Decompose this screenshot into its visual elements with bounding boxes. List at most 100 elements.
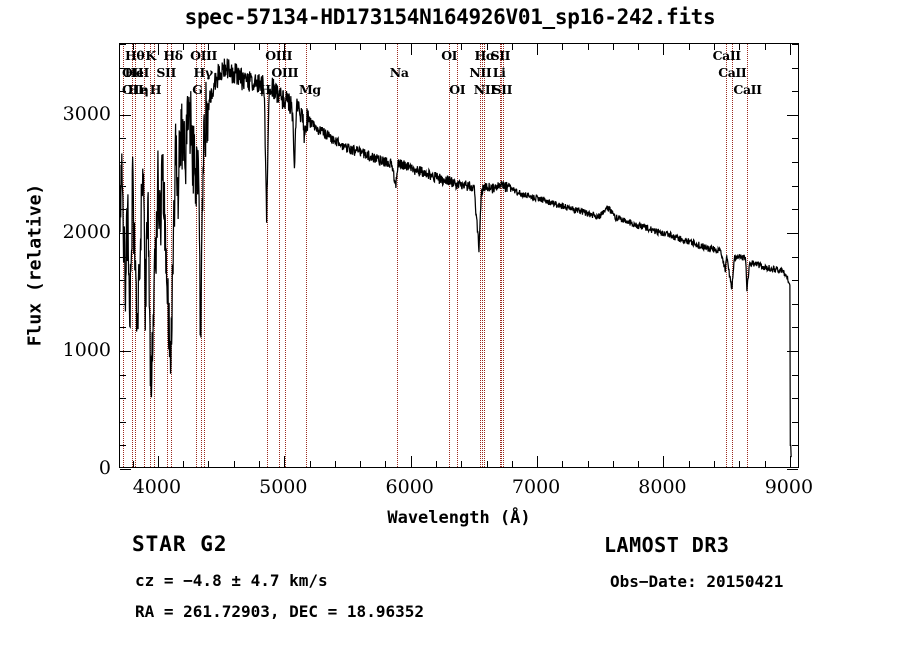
spectral-line-label: Hδ — [163, 48, 183, 63]
x-tick — [284, 44, 286, 55]
y-tick — [792, 138, 798, 140]
spectral-line-label: OII — [122, 65, 144, 80]
spectral-line-label: NII — [473, 82, 496, 97]
x-axis-title: Wavelength (Å) — [387, 508, 531, 528]
y-axis-title-text: Flux (relative) — [24, 183, 46, 347]
line-marker — [203, 44, 205, 467]
x-tick — [461, 461, 463, 467]
spectral-line-label: NII — [469, 65, 492, 80]
line-marker — [500, 44, 502, 467]
y-tick — [120, 232, 131, 234]
x-tick — [764, 44, 766, 50]
x-tick — [157, 456, 159, 467]
line-marker — [732, 44, 733, 467]
y-tick — [120, 209, 126, 211]
x-tick — [435, 44, 437, 50]
spectral-line-label: Hθ — [125, 48, 145, 63]
x-tick — [410, 44, 412, 55]
x-tick — [638, 461, 640, 467]
x-tick — [410, 456, 412, 467]
y-tick-label: 3000 — [62, 102, 111, 125]
y-tick — [792, 185, 798, 187]
x-tick — [132, 461, 134, 467]
x-tick-label: 5000 — [259, 476, 308, 498]
x-tick — [587, 44, 589, 50]
x-tick — [562, 44, 564, 50]
x-tick — [157, 44, 159, 55]
spectral-line-label: SII — [490, 48, 511, 63]
line-marker — [132, 44, 134, 467]
x-tick-label: 9000 — [764, 476, 814, 498]
line-marker — [285, 44, 287, 467]
line-marker — [167, 44, 169, 467]
spectral-line-label: SII — [492, 82, 513, 97]
y-tick — [792, 421, 798, 423]
y-tick — [120, 421, 126, 423]
x-tick — [537, 456, 539, 467]
x-tick — [334, 44, 336, 50]
obs-date-label: Obs−Date: 20150421 — [610, 572, 784, 591]
x-tick — [385, 44, 387, 50]
x-tick — [132, 44, 134, 50]
y-tick — [120, 44, 126, 45]
y-tick — [120, 185, 126, 187]
x-tick — [360, 44, 362, 50]
y-tick — [120, 327, 126, 329]
spectral-line-label: OII — [122, 82, 144, 97]
y-tick — [120, 469, 131, 470]
x-tick — [461, 44, 463, 50]
line-marker — [266, 44, 268, 467]
y-tick — [792, 209, 798, 211]
y-tick — [120, 256, 126, 258]
plot-frame — [119, 43, 799, 470]
x-tick — [486, 461, 488, 467]
line-marker — [484, 44, 486, 467]
x-tick — [789, 44, 791, 55]
y-axis-title: Flux (relative) — [22, 150, 48, 380]
y-tick — [120, 67, 126, 69]
spectral-line-label: Li — [492, 65, 506, 80]
x-tick — [334, 461, 336, 467]
x-tick — [764, 461, 766, 467]
coordinates-label: RA = 261.72903, DEC = 18.96352 — [135, 602, 424, 621]
x-tick — [309, 461, 311, 467]
x-tick-label: 8000 — [638, 476, 687, 498]
x-tick — [587, 461, 589, 467]
spectral-line-label: G — [192, 82, 203, 97]
x-tick — [638, 44, 640, 50]
x-tick — [562, 461, 564, 467]
spectral-line-label: CaII — [733, 82, 762, 97]
x-tick — [714, 461, 716, 467]
x-tick-label: 7000 — [511, 476, 561, 498]
y-tick — [792, 445, 798, 447]
x-tick — [511, 461, 513, 467]
line-marker — [306, 44, 308, 467]
spectral-line-label: K — [145, 48, 156, 63]
spectral-line-label: Hα — [474, 48, 496, 63]
x-tick-label: 4000 — [132, 476, 182, 498]
survey-label: LAMOST DR3 — [604, 533, 730, 557]
y-tick — [792, 303, 798, 305]
y-tick — [787, 469, 798, 470]
spectral-line-label: OIII — [190, 48, 217, 63]
y-tick — [120, 138, 126, 140]
line-marker — [503, 44, 505, 467]
line-marker — [279, 44, 281, 467]
x-tick — [259, 461, 261, 467]
spectral-line-label: H — [149, 82, 162, 97]
spectral-line-label: SII — [156, 65, 176, 80]
y-tick — [792, 280, 798, 282]
spectral-line-label: Hβ — [259, 82, 279, 97]
y-tick — [120, 350, 131, 352]
x-tick — [537, 44, 539, 55]
x-tick — [208, 44, 210, 50]
line-marker — [501, 44, 503, 467]
x-tick — [663, 456, 665, 467]
y-tick — [787, 350, 798, 352]
plot-area — [120, 44, 798, 467]
spectral-line-label: Hγ — [193, 65, 214, 80]
spectral-line-label: OIII — [271, 65, 299, 80]
page-title: spec-57134-HD173154N164926V01_sp16-242.f… — [184, 5, 716, 29]
spectral-line-label: OIII — [265, 48, 293, 63]
